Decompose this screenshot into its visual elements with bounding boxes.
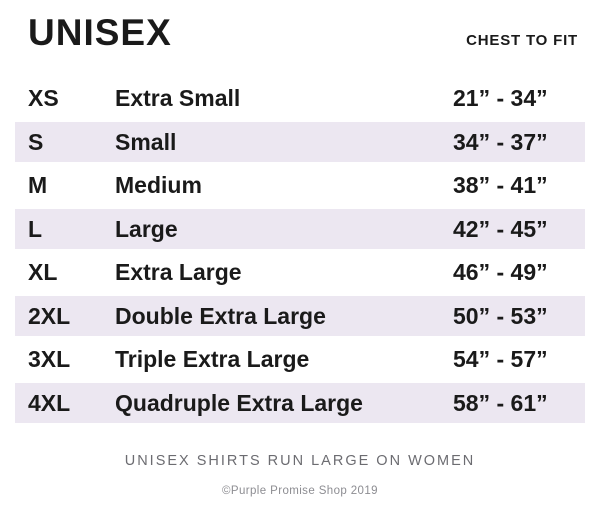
chest-range-cell: 42” - 45” [453,215,548,242]
size-table-row: 2XL Double Extra Large 50” - 53” [15,294,585,338]
size-table-row: M Medium 38” - 41” [15,164,585,208]
fit-note: UNISEX SHIRTS RUN LARGE ON WOMEN [124,452,476,469]
chest-range-cell: 46” - 49” [453,259,548,286]
page-title: UNISEX [28,12,172,53]
size-name-cell: Extra Small [115,85,241,112]
size-name-cell: Triple Extra Large [115,346,310,373]
size-table-row: XS Extra Small 21” - 34” [15,77,585,121]
size-name-cell: Small [115,128,177,155]
chest-range-cell: 58” - 61” [453,389,548,416]
chest-range-cell: 21” - 34” [453,85,548,112]
size-table-row: 3XL Triple Extra Large 54” - 57” [15,338,585,382]
size-table-row: XL Extra Large 46” - 49” [15,251,585,295]
size-name-cell: Quadruple Extra Large [115,389,363,416]
chest-range-cell: 50” - 53” [453,302,548,329]
size-table: XS Extra Small 21” - 34” S Small 34” - 3… [15,77,585,425]
size-code-cell: S [28,128,44,155]
size-name-cell: Large [115,215,178,242]
size-code-cell: XL [28,259,58,286]
size-code-cell: XS [28,85,59,112]
size-code-cell: 3XL [28,346,71,373]
size-table-row: 4XL Quadruple Extra Large 58” - 61” [15,381,585,425]
chest-range-cell: 34” - 37” [453,128,548,155]
size-name-cell: Extra Large [115,259,242,286]
size-code-cell: 2XL [28,302,71,329]
size-code-cell: 4XL [28,389,71,416]
copyright-text: ©Purple Promise Shop 2019 [222,484,378,497]
chest-range-cell: 54” - 57” [453,346,548,373]
size-code-cell: M [28,172,48,199]
size-table-row: L Large 42” - 45” [15,207,585,251]
size-code-cell: L [28,215,43,242]
size-table-row: S Small 34” - 37” [15,120,585,164]
size-name-cell: Medium [115,172,202,199]
size-name-cell: Double Extra Large [115,302,326,329]
chart-header: UNISEX CHEST TO FIT [0,0,600,53]
chest-to-fit-label: CHEST TO FIT [466,32,578,49]
chest-range-cell: 38” - 41” [453,172,548,199]
